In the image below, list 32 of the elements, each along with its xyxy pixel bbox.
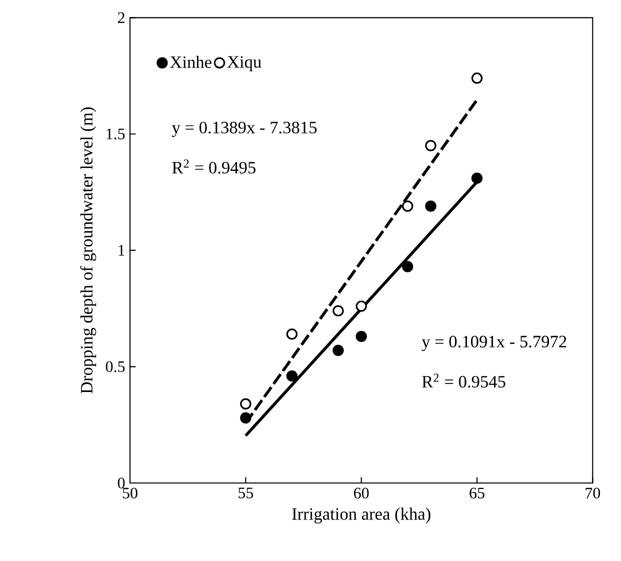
- point: [332, 305, 344, 316]
- annotation: y = 0.1389x - 7.3815: [172, 122, 317, 137]
- point: [286, 370, 298, 382]
- x-tick-label: 65: [470, 488, 484, 498]
- point: [240, 412, 252, 424]
- y-tick-label: 0.5: [106, 361, 125, 372]
- legend-label: Xiqu: [227, 56, 262, 72]
- point: [402, 200, 414, 212]
- x-tick-label: 70: [586, 488, 600, 498]
- y-tick-label: 1: [118, 245, 124, 256]
- point: [240, 398, 252, 410]
- annotation: y = 0.1091x - 5.7972: [422, 336, 566, 352]
- x-axis-title: Irrigation area (kha): [292, 508, 430, 524]
- point: [356, 300, 367, 312]
- point: [471, 172, 483, 184]
- x-tick-label: 60: [354, 488, 369, 498]
- annotation: R$^{2}$ = 0.9545: [422, 374, 506, 388]
- y-tick-label: 2: [118, 12, 124, 23]
- point: [332, 344, 344, 356]
- annotation: R$^{2}$ = 0.9495: [172, 160, 256, 174]
- point: [425, 140, 436, 152]
- y-tick-label: 1.5: [106, 128, 125, 140]
- point: [402, 261, 414, 272]
- x-tick-label: 50: [122, 488, 138, 498]
- legend-label: Xinhe: [170, 56, 212, 68]
- y-axis-title: Dropping depth of groundwater level (m): [80, 107, 96, 394]
- point: [471, 72, 483, 84]
- point: [356, 330, 367, 342]
- x-tick-label: 55: [238, 488, 254, 498]
- point: [425, 200, 436, 212]
- y-tick-label: 0: [118, 478, 125, 488]
- point: [286, 328, 298, 340]
